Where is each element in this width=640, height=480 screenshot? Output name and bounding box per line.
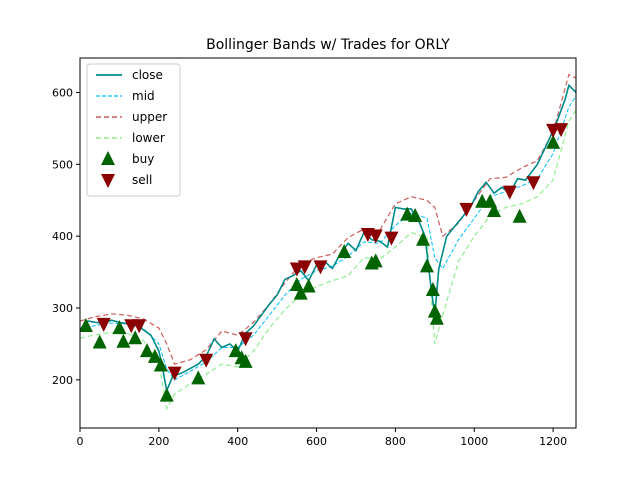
x-tick-label: 800 [385, 435, 406, 448]
legend-label-close: close [132, 68, 163, 82]
sell-marker [289, 262, 304, 277]
buy-marker [238, 353, 253, 368]
buy-marker [512, 208, 527, 223]
sell-marker [554, 123, 569, 138]
sell-marker [167, 366, 182, 381]
buy-marker [486, 203, 501, 218]
buy-marker [128, 330, 143, 345]
plot-area [79, 57, 577, 429]
y-tick-label: 300 [52, 302, 73, 315]
x-axis: 0 200 400 600 800 1000 1200 [77, 428, 567, 448]
buy-marker [419, 258, 434, 273]
buy-marker [425, 282, 440, 297]
x-tick-label: 400 [227, 435, 248, 448]
y-axis: 200 300 400 500 600 [52, 86, 80, 387]
legend-label-lower: lower [132, 131, 165, 145]
legend-marker-sell [101, 174, 115, 188]
y-tick-label: 400 [52, 230, 73, 243]
x-tick-label: 600 [306, 435, 327, 448]
y-tick-label: 600 [52, 86, 73, 99]
chart-title: Bollinger Bands w/ Trades for ORLY [206, 37, 450, 53]
legend: close mid upper lower buy sell [86, 63, 181, 197]
buy-marker [92, 334, 107, 349]
sell-marker [199, 353, 214, 368]
buy-marker [429, 310, 444, 325]
buy-marker [546, 134, 561, 149]
buy-marker [191, 370, 206, 385]
legend-label-buy: buy [132, 152, 154, 166]
buy-marker [116, 333, 131, 348]
x-tick-label: 200 [148, 435, 169, 448]
y-tick-label: 200 [52, 374, 73, 387]
buy-marker [80, 317, 93, 332]
sell-marker [238, 332, 253, 347]
buy-marker [337, 243, 352, 258]
sell-marker [384, 231, 399, 246]
buy-marker [228, 343, 243, 358]
y-tick-label: 500 [52, 158, 73, 171]
buy-marker [368, 253, 383, 268]
sell-marker [132, 319, 147, 334]
sell-marker [526, 176, 541, 191]
legend-label-mid: mid [132, 89, 155, 103]
sell-marker [368, 229, 383, 244]
buy-marker [293, 285, 308, 300]
plot-frame [79, 57, 577, 429]
sell-marker [502, 185, 517, 200]
buy-marker [159, 387, 174, 402]
series-line-upper [80, 73, 576, 365]
sell-marker [459, 202, 474, 217]
buy-marker [301, 278, 316, 293]
legend-label-sell: sell [132, 173, 152, 187]
buy-marker [416, 231, 431, 246]
buy-marker [408, 208, 423, 223]
x-tick-label: 1200 [539, 435, 567, 448]
sell-marker [313, 260, 328, 275]
x-tick-label: 0 [77, 435, 84, 448]
legend-marker-buy [101, 151, 115, 165]
legend-label-upper: upper [132, 110, 167, 124]
sell-marker [96, 317, 111, 332]
sell-marker [297, 260, 312, 275]
buy-marker [153, 357, 168, 372]
x-tick-label: 1000 [460, 435, 488, 448]
buy-marker [147, 348, 162, 363]
buy-marker [140, 343, 155, 358]
series-line-mid [80, 95, 576, 381]
marker-layer [80, 123, 569, 402]
buy-marker [112, 320, 127, 335]
